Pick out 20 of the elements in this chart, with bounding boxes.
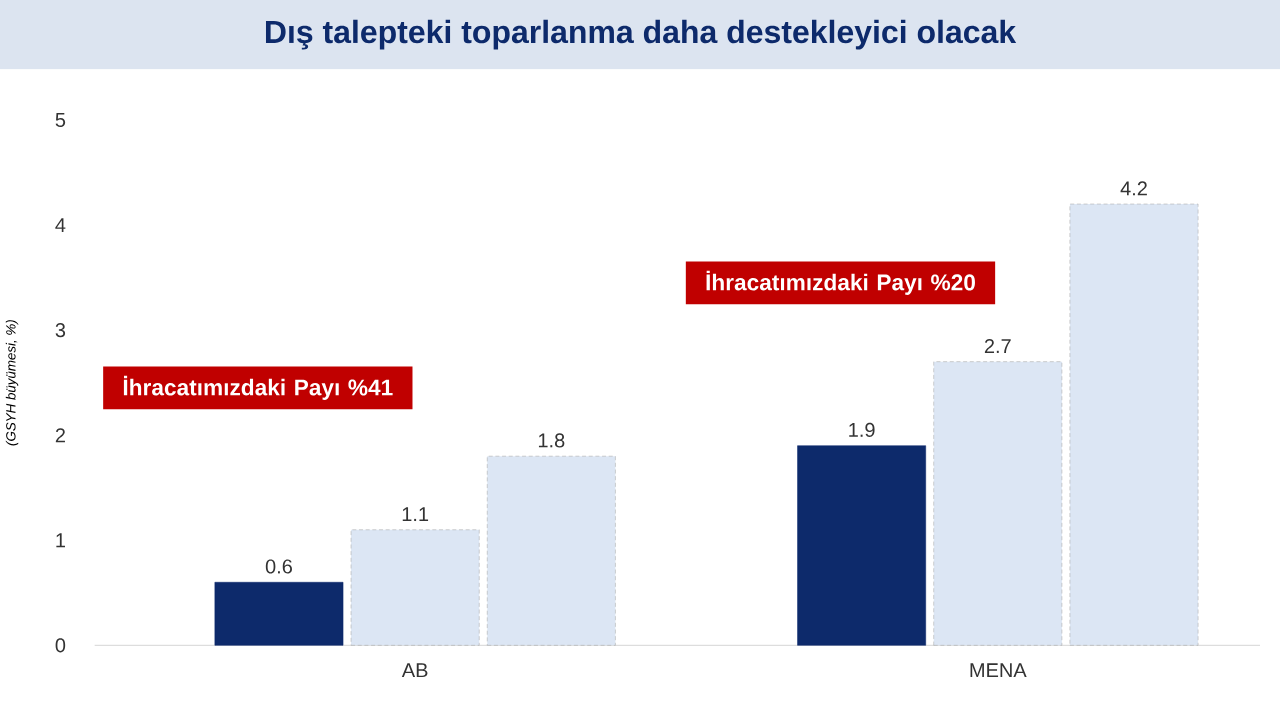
y-tick-label: 0 [55, 638, 66, 653]
data-label: 4.2 [1120, 181, 1147, 196]
data-label: 1.1 [402, 507, 429, 522]
data-label: 2.7 [984, 338, 1011, 353]
annotation: İhracatımızdaki Payı %20 [706, 270, 975, 295]
y-tick-label: 1 [56, 533, 65, 548]
bar [797, 445, 926, 646]
data-label: 0.6 [265, 559, 292, 574]
y-axis-title: (GSYH büyümesi, %) [5, 320, 19, 446]
y-tick-label: 3 [55, 323, 66, 338]
data-label: 1.8 [538, 433, 565, 448]
chart-title: Dış talepteki toparlanma daha destekleyici olacak [265, 19, 1017, 50]
annotation: İhracatımızdaki Payı %41 [123, 375, 393, 400]
y-tick-label: 4 [55, 218, 66, 232]
x-tick-label: AB [401, 663, 428, 678]
data-label: 1.9 [849, 422, 875, 437]
bar [214, 582, 344, 646]
y-tick-label: 5 [55, 113, 66, 127]
y-tick-label: 2 [55, 428, 65, 443]
x-tick-label: MENA [970, 663, 1027, 678]
